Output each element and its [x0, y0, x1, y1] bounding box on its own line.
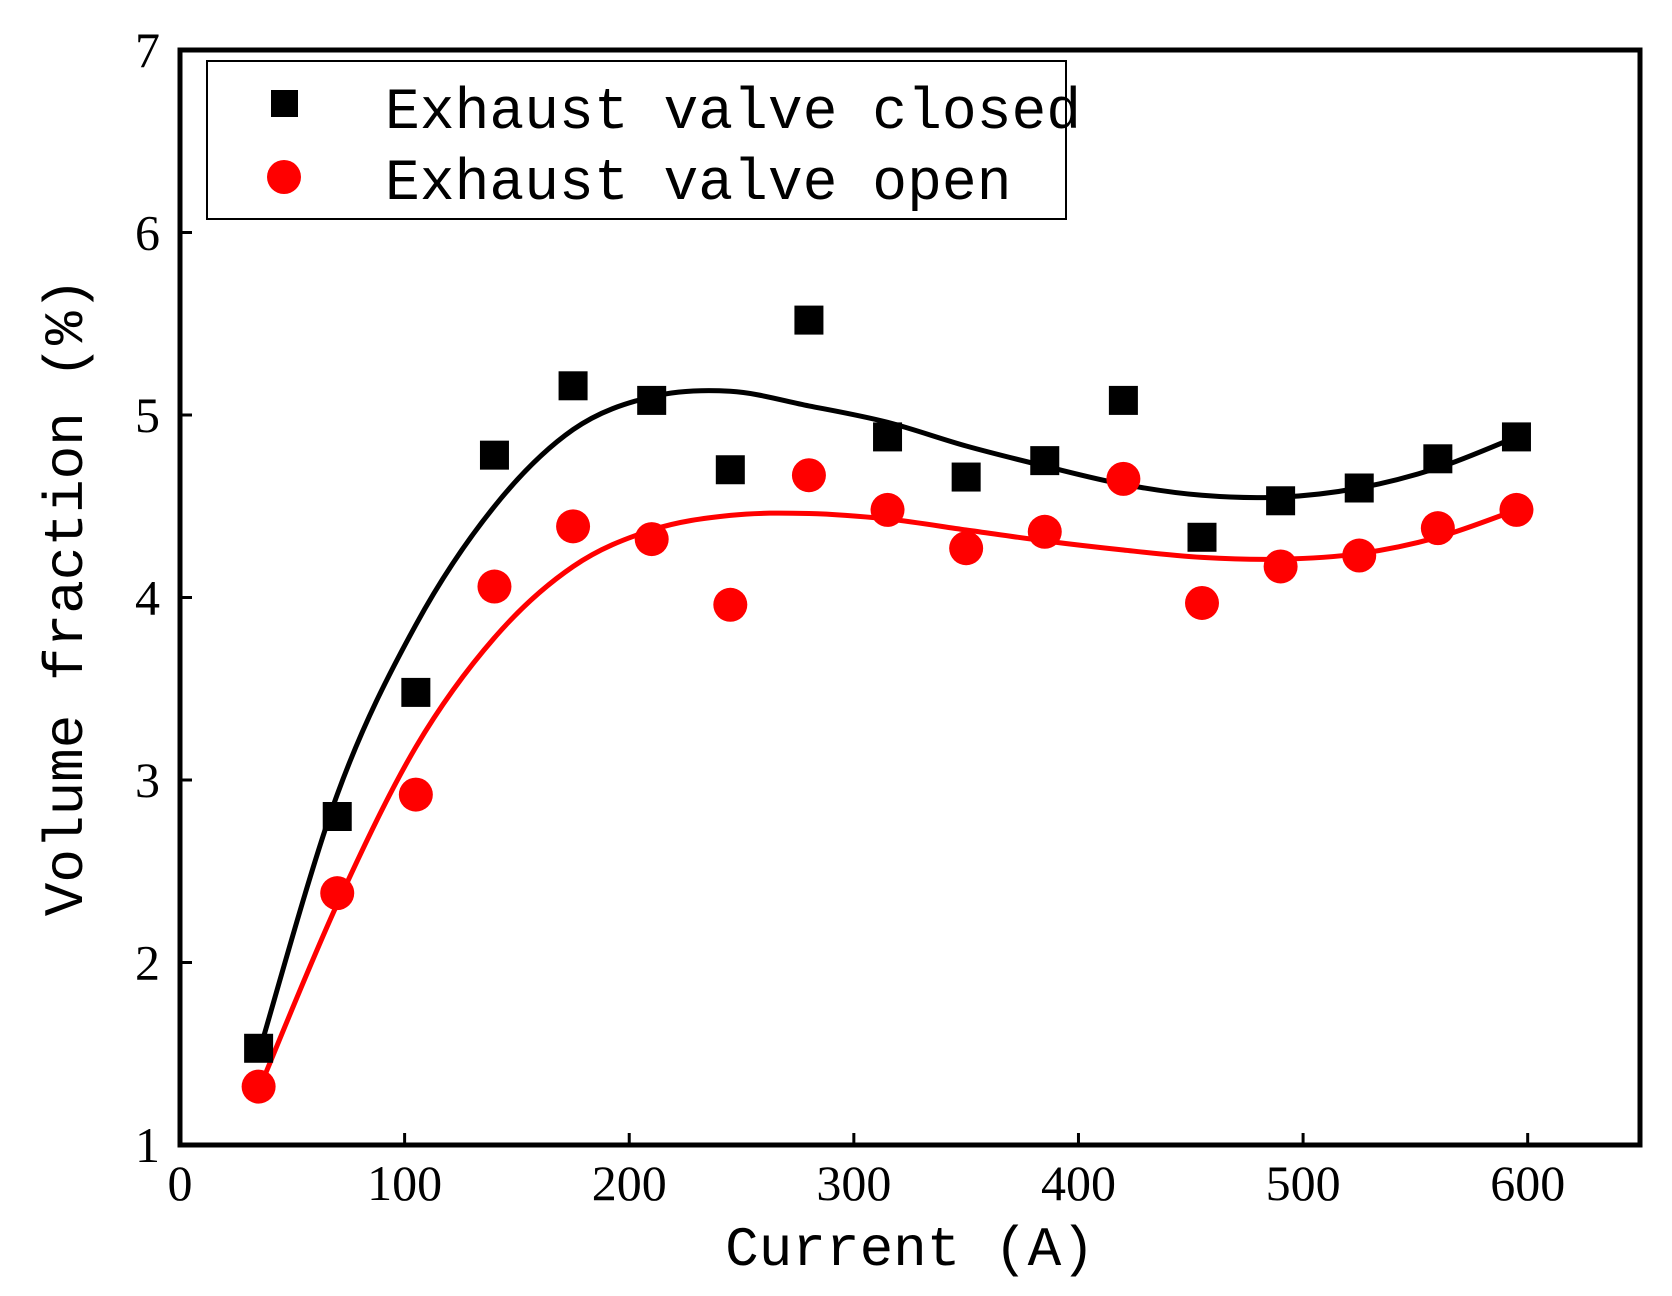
y-axis-title: Volume fraction (%): [35, 278, 99, 917]
y-tick-label: 2: [135, 935, 160, 991]
legend-box: [206, 60, 1067, 220]
legend-marker-closed: [271, 90, 298, 117]
marker-open-point: [1263, 549, 1298, 584]
y-tick-label: 3: [135, 752, 160, 808]
marker-open-point: [634, 522, 669, 557]
marker-closed-point: [951, 462, 981, 492]
marker-closed-point: [401, 677, 431, 707]
marker-open-point: [1420, 511, 1455, 546]
marker-open-point: [1342, 538, 1377, 573]
marker-open-point: [477, 569, 512, 604]
y-tick-label: 6: [135, 205, 160, 261]
x-tick-label: 100: [367, 1155, 442, 1211]
y-tick-label: 7: [135, 22, 160, 78]
marker-open-point: [1027, 514, 1062, 549]
marker-open-point: [1185, 585, 1219, 620]
marker-closed-point: [794, 305, 824, 335]
marker-closed-point: [637, 385, 667, 415]
x-tick-label: 0: [168, 1155, 193, 1211]
y-axis: 1 2 3 4 5 6 7: [135, 22, 192, 1173]
marker-closed-point: [873, 422, 903, 452]
marker-closed-point: [1266, 486, 1296, 516]
fit-curve-series-1: [256, 507, 1518, 1092]
marker-open-point: [713, 587, 748, 622]
marker-closed-point: [715, 455, 745, 485]
marker-closed-point: [1344, 473, 1374, 503]
y-tick-label: 5: [135, 387, 160, 443]
marker-open-point: [791, 458, 826, 493]
legend-label-open: Exhaust valve open: [385, 152, 1012, 217]
marker-open-point: [949, 531, 984, 566]
marker-closed-point: [479, 440, 509, 470]
marker-open-point: [556, 509, 591, 544]
marker-closed-point: [1423, 444, 1453, 474]
legend: Exhaust valve closed Exhaust valve open: [206, 60, 1081, 220]
marker-open-point: [398, 777, 433, 812]
y-tick-label: 4: [135, 570, 160, 626]
legend-label-closed: Exhaust valve closed: [385, 81, 1081, 146]
marker-open-point: [870, 492, 905, 527]
legend-marker-open: [267, 160, 301, 194]
x-tick-label: 400: [1041, 1155, 1116, 1211]
data-markers: [241, 305, 1534, 1104]
marker-open-point: [241, 1069, 276, 1104]
y-tick-label: 1: [135, 1117, 160, 1173]
fit-curve-series-0: [256, 388, 1518, 1055]
x-tick-label: 300: [816, 1155, 891, 1211]
marker-closed-point: [1501, 422, 1531, 452]
marker-closed-point: [1030, 446, 1060, 476]
marker-open-point: [320, 876, 355, 911]
x-axis-title: Current (A): [725, 1218, 1095, 1282]
x-tick-label: 200: [592, 1155, 667, 1211]
marker-closed-point: [244, 1033, 274, 1063]
marker-closed-point: [1108, 385, 1138, 415]
marker-open-point: [1499, 492, 1534, 527]
x-tick-label: 600: [1490, 1155, 1565, 1211]
x-axis: 0 100 200 300 400 500 600: [168, 1133, 1565, 1211]
marker-closed-point: [322, 802, 352, 831]
marker-open-point: [1106, 461, 1141, 496]
marker-closed-point: [1187, 522, 1217, 552]
marker-closed-point: [558, 371, 588, 401]
x-tick-label: 500: [1266, 1155, 1341, 1211]
